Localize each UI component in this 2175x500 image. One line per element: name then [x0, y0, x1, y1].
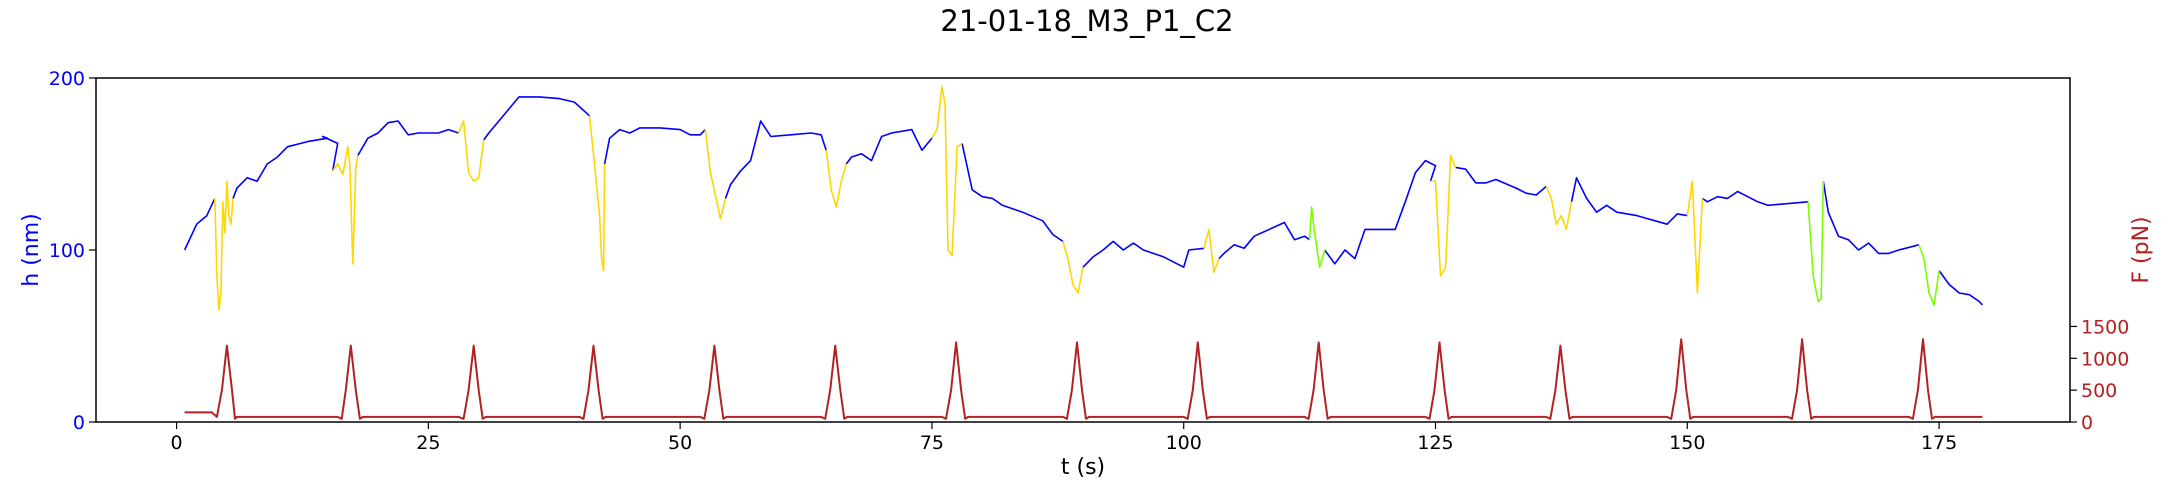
y-right-tick-label: 1500 [2081, 316, 2129, 338]
series-h_baseline-segment-6 [845, 128, 933, 165]
series-h_baseline-segment-9 [1218, 221, 1311, 260]
series-h_compression_yellow-segment-7 [1062, 241, 1084, 294]
series-h_compression_yellow-segment-2 [457, 120, 485, 182]
series-h_compression_yellow-segment-11 [1686, 180, 1704, 294]
series-h_baseline-segment-2 [357, 120, 459, 156]
x-axis-label: t (s) [1061, 455, 1105, 480]
series-h_compression_green-segment-2 [1918, 244, 1940, 306]
series-h_compression_yellow-segment-4 [704, 129, 727, 220]
series-h_compression_green-segment-1 [1807, 181, 1825, 303]
series-force-segment-0 [184, 338, 1983, 420]
series-h_baseline-segment-11 [1455, 166, 1547, 196]
y-axis-left: 0 100 200 [49, 68, 96, 434]
series-h_baseline-segment-3 [483, 96, 591, 141]
y-right-tick-label: 0 [2081, 412, 2093, 434]
series-h_baseline-segment-4 [603, 127, 706, 165]
series-h_compression_yellow-segment-5 [825, 150, 848, 208]
y-axis-right-label: F (pN) [2129, 216, 2154, 283]
y-right-tick-label: 500 [2081, 380, 2117, 402]
series-h_baseline-segment-15 [1938, 270, 1983, 306]
series-h_compression_yellow-segment-6 [931, 85, 963, 256]
y-left-tick-label: 200 [49, 68, 85, 90]
y-left-tick-label: 0 [73, 412, 85, 434]
x-tick-label: 150 [1669, 432, 1705, 454]
y-right-tick-label: 1000 [2081, 348, 2129, 370]
series-h_baseline-segment-5 [724, 120, 827, 199]
series-h_compression_yellow-segment-0 [214, 180, 234, 311]
plot-marks [183, 85, 1983, 420]
y-left-tick-label: 100 [49, 240, 85, 262]
y-axis-left-label: h (nm) [19, 213, 44, 286]
chart-title: 21-01-18_M3_P1_C2 [940, 4, 1233, 38]
x-tick-label: 100 [1166, 432, 1202, 454]
series-h_compression_yellow-segment-8 [1203, 228, 1220, 274]
plot-frame [95, 77, 2071, 423]
series-h_compression_green-segment-0 [1308, 206, 1326, 268]
x-axis: 0 25 50 75 100 125 150 175 [171, 422, 1957, 454]
series-h_baseline-segment-14 [1822, 181, 1920, 255]
series-h_baseline-segment-1 [232, 135, 339, 199]
x-tick-label: 75 [920, 432, 944, 454]
series-h_baseline-segment-8 [1082, 240, 1204, 268]
series-h_compression_yellow-segment-3 [588, 115, 606, 272]
series-h_baseline-segment-7 [961, 143, 1064, 243]
x-tick-label: 50 [668, 432, 692, 454]
series-h_baseline-segment-0 [183, 198, 216, 251]
x-tick-label: 0 [171, 432, 183, 454]
series-h_baseline-segment-13 [1701, 190, 1809, 207]
x-tick-label: 125 [1417, 432, 1453, 454]
series-h_baseline-segment-10 [1324, 159, 1437, 265]
x-tick-label: 175 [1921, 432, 1957, 454]
series-h_baseline-segment-12 [1570, 177, 1688, 225]
series-h_compression_yellow-segment-10 [1430, 154, 1457, 277]
series-h_compression_yellow-segment-1 [332, 146, 359, 265]
y-axis-right: 0 500 1000 1500 [2070, 316, 2129, 434]
x-tick-label: 25 [416, 432, 440, 454]
series-h_compression_yellow-segment-9 [1545, 186, 1573, 231]
